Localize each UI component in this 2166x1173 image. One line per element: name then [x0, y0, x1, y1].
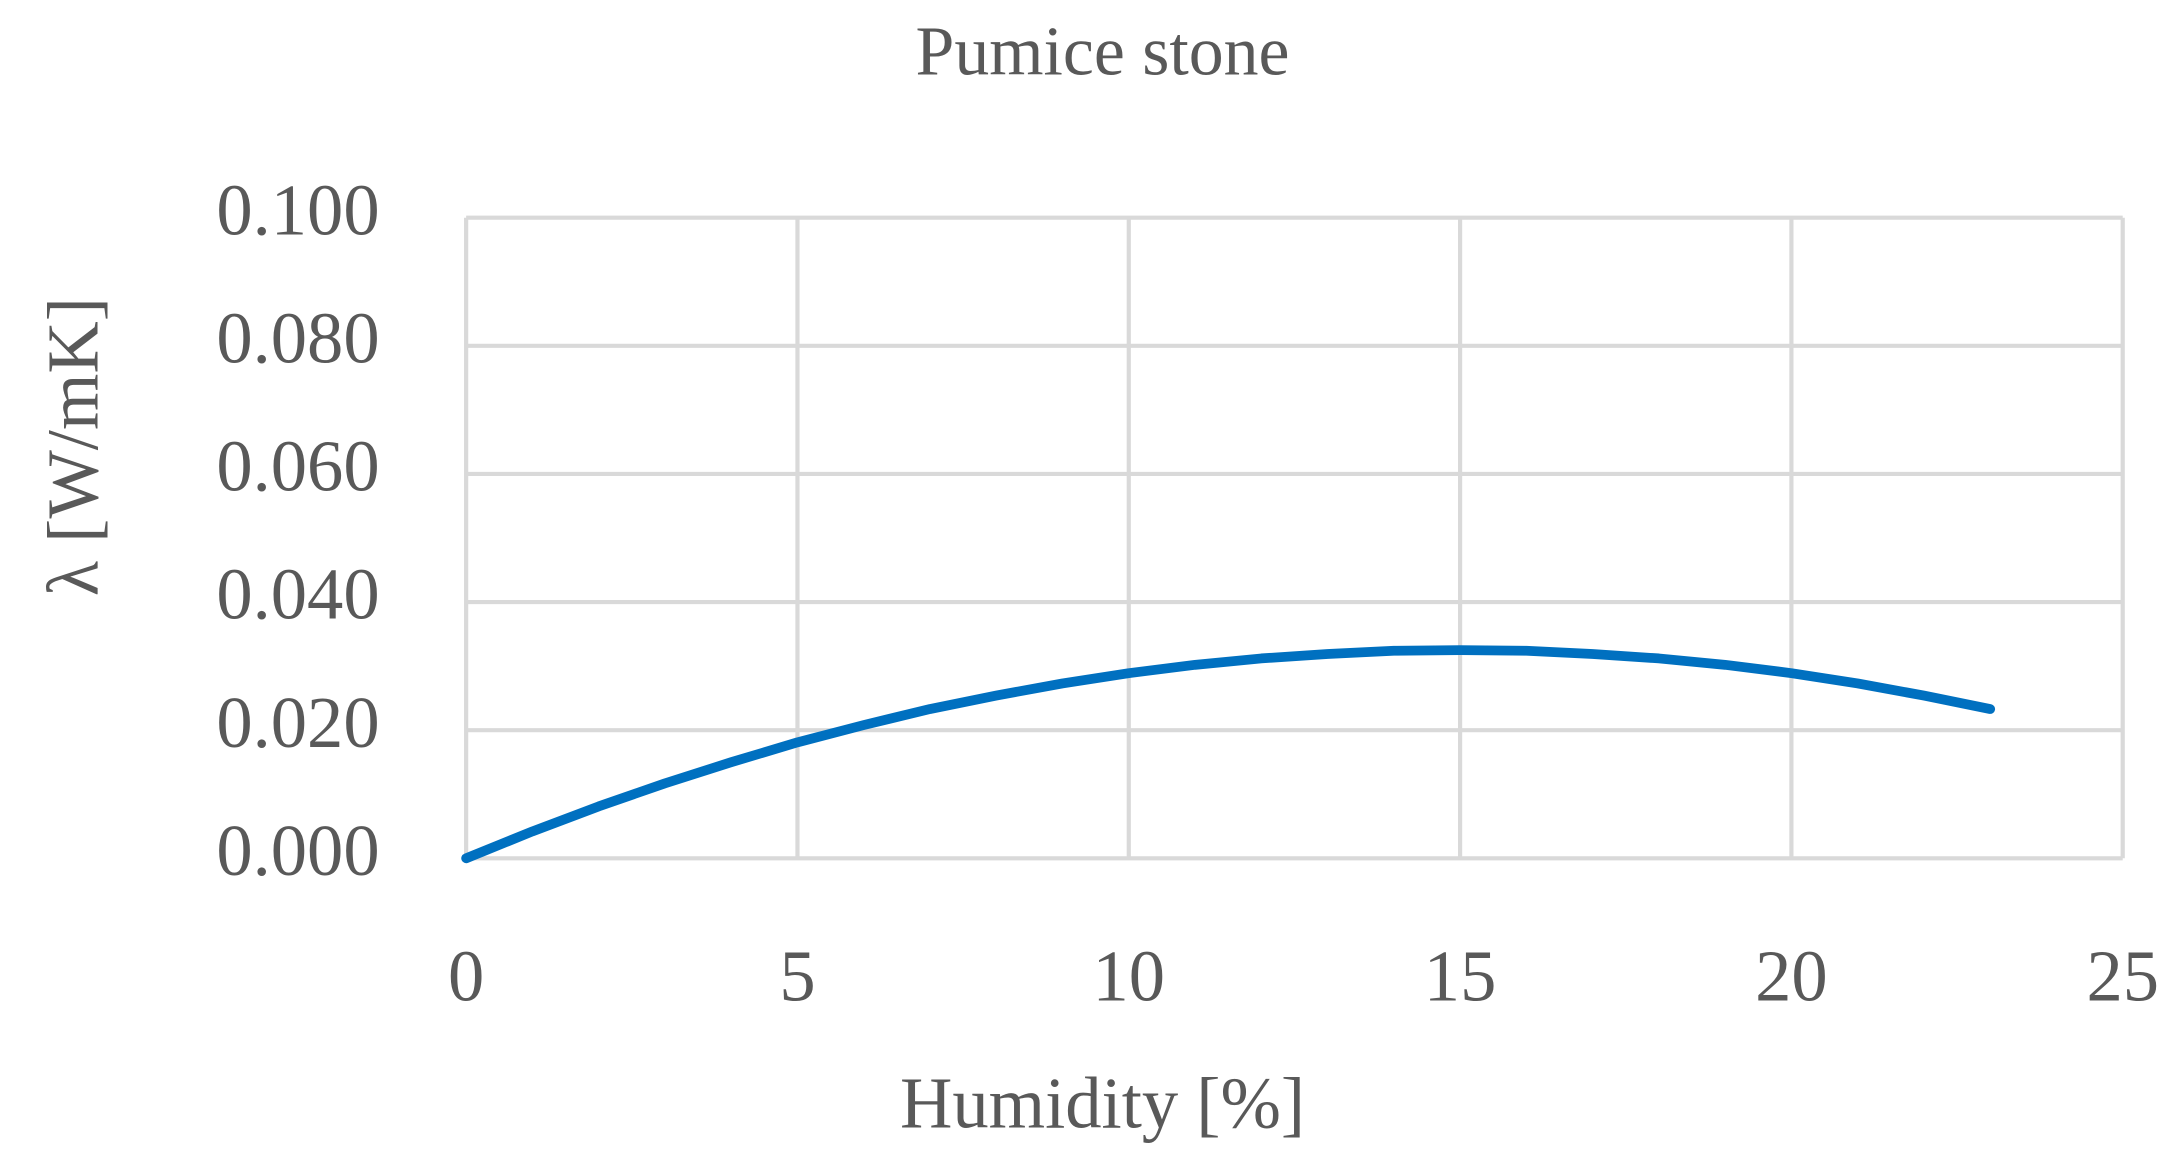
- y-tick-label: 0.020: [216, 682, 379, 763]
- x-tick-label: 15: [1424, 936, 1497, 1017]
- y-axis-title: λ [W/mK]: [33, 297, 114, 596]
- x-tick-label: 25: [2086, 936, 2159, 1017]
- data-line: [461, 645, 1996, 864]
- y-tick-label: 0.080: [216, 297, 379, 378]
- x-tick-label: 20: [1755, 936, 1828, 1017]
- y-tick-label: 0.000: [216, 810, 379, 891]
- x-tick-label: 10: [1092, 936, 1165, 1017]
- chart-title: Pumice stone: [916, 14, 1290, 91]
- x-tick-label: 5: [779, 936, 815, 1017]
- y-tick-label: 0.100: [216, 169, 379, 250]
- x-axis-title: Humidity [%]: [900, 1063, 1305, 1144]
- x-tick-label: 0: [448, 936, 484, 1017]
- y-tick-label: 0.040: [216, 554, 379, 635]
- y-tick-label: 0.060: [216, 426, 379, 507]
